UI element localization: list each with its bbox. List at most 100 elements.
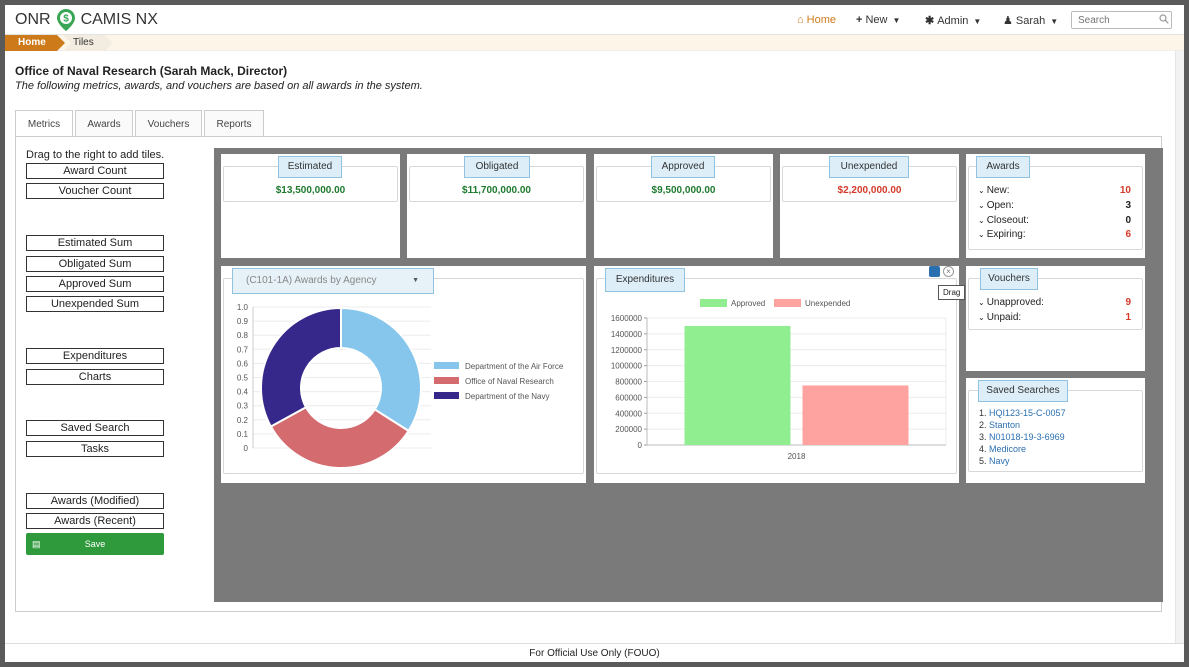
donut-slice [260,306,342,428]
plus-icon: + [856,14,863,26]
page-scrollbar[interactable] [1175,51,1184,643]
expenditures-chart: 1600000 1400000 1200000 1000000 800000 600000… [611,299,947,461]
brand-logo[interactable]: ONR $ CAMIS NX [15,9,158,31]
nav-home[interactable]: ⌂ Home [797,14,836,26]
y-tick-label: 1.0 [237,303,249,312]
legend-label: Unexpended [805,299,850,308]
chevron-down-icon: ⌄ [978,313,985,322]
tile-obligated-label: Obligated [464,156,530,178]
saved-search-link[interactable]: 1. HQI123-15-C-0057 [979,408,1066,418]
palette-saved-search[interactable]: Saved Search [26,420,164,436]
y-tick-label: 0.3 [237,402,249,411]
donut-slice [340,306,422,433]
close-icon[interactable]: × [943,266,954,277]
palette-tasks[interactable]: Tasks [26,441,164,457]
y-tick-label: 0 [638,441,643,450]
caret-down-icon: ▼ [1050,17,1059,26]
breadcrumb-home[interactable]: Home [5,35,65,51]
y-tick-label: 1200000 [611,346,643,355]
tile-vouchers-label: Vouchers [980,268,1038,290]
tile-vouchers[interactable]: Vouchers ⌄ Unapproved: 9 ⌄ Unpaid: 1 [966,266,1145,371]
tile-unexpended-label: Unexpended [829,156,909,178]
stat-row[interactable]: ⌄ New: 10 [978,185,1131,196]
y-tick-label: 600000 [615,393,642,402]
search-input[interactable] [1071,11,1172,29]
palette-awards-recent[interactable]: Awards (Recent) [26,513,164,529]
palette-unexpended-sum[interactable]: Unexpended Sum [26,296,164,312]
tab-awards[interactable]: Awards [75,110,133,137]
floppy-disk-icon: ▤ [32,539,41,549]
stat-row[interactable]: ⌄ Closeout: 0 [978,215,1131,226]
saved-search-link[interactable]: 3. N01018-19-3-6969 [979,432,1065,442]
y-tick-label: 0.7 [237,345,249,354]
tile-saved-label: Saved Searches [978,380,1068,402]
stat-row[interactable]: ⌄ Expiring: 6 [978,229,1131,240]
stat-row[interactable]: ⌄ Unpaid: 1 [978,312,1131,323]
y-tick-label: 400000 [615,409,642,418]
tab-reports[interactable]: Reports [204,110,264,137]
tab-vouchers[interactable]: Vouchers [135,110,202,137]
tile-expenditures[interactable]: Expenditures × Drag 1600000 1400000 120000… [594,266,966,483]
legend-label: Department of the Air Force [465,362,564,371]
tile-unexpended-value: $2,200,000.00 [837,185,902,196]
nav-admin-label: Admin [937,15,969,27]
palette-voucher-count[interactable]: Voucher Count [26,183,164,199]
tile-obligated-value: $11,700,000.00 [462,185,531,196]
saved-search-link[interactable]: 4. Medicore [979,444,1027,454]
stat-row[interactable]: ⌄ Open: 3 [978,200,1131,211]
caret-down-icon: ▼ [973,17,982,26]
agency-chart-select[interactable]: (C101-1A) Awards by Agency ▼ [232,268,434,294]
tab-metrics[interactable]: Metrics [15,110,73,137]
y-tick-label: 0 [244,444,249,453]
palette-estimated-sum[interactable]: Estimated Sum [26,235,164,251]
stat-row[interactable]: ⌄ Unapproved: 9 [978,297,1131,308]
awards-by-agency-chart: 1.0 0.9 0.8 0.7 0.6 0.5 0.4 0.3 0.2 0.1 0 Departmen… [237,303,564,469]
y-tick-label: 1600000 [611,314,643,323]
search-icon [1159,14,1169,24]
palette-hint: Drag to the right to add tiles. [26,149,165,161]
bar [802,385,909,445]
y-tick-label: 0.1 [237,430,249,439]
user-icon: ♟ [1003,15,1013,27]
brand-right: CAMIS NX [80,11,158,28]
legend-swatch [774,299,801,307]
saved-search-link[interactable]: 2. Stanton [979,420,1021,430]
nav-new[interactable]: + New ▼ [856,14,900,26]
x-tick-label: 2018 [788,452,806,461]
palette-award-count[interactable]: Award Count [26,163,164,179]
tile-saved-searches[interactable]: Saved Searches 1. HQI123-15-C-0057 2. St… [966,378,1145,483]
nav-admin[interactable]: ✱ Admin ▼ [925,14,981,27]
palette-expenditures[interactable]: Expenditures [26,348,164,364]
palette-obligated-sum[interactable]: Obligated Sum [26,256,164,272]
palette-awards-modified[interactable]: Awards (Modified) [26,493,164,509]
saved-search-link[interactable]: 5. Navy [979,456,1010,466]
save-button[interactable]: ▤ Save [26,533,164,555]
drag-handle-icon[interactable] [929,266,940,277]
tile-approved-value: $9,500,000.00 [651,185,716,196]
y-tick-label: 800000 [615,378,642,387]
y-tick-label: 200000 [615,425,642,434]
caret-down-icon: ▼ [412,277,419,284]
save-label: Save [84,539,106,549]
nav-user[interactable]: ♟ Sarah ▼ [1003,14,1058,27]
tile-expenditures-label: Expenditures [605,268,685,292]
palette-charts[interactable]: Charts [26,369,164,385]
tile-approved[interactable]: Approved $9,500,000.00 [594,154,773,258]
tile-unexpended[interactable]: Unexpended $2,200,000.00 [780,154,959,258]
agency-select-value: (C101-1A) Awards by Agency [246,275,377,286]
nav-user-label: Sarah [1015,15,1046,27]
brand-left: ONR [15,11,51,28]
y-tick-label: 0.9 [237,317,249,326]
donut-slice [269,405,410,469]
y-tick-label: 1000000 [611,362,643,371]
nav-home-label: Home [806,14,836,26]
bar [684,325,791,445]
drag-tooltip: Drag [938,285,966,300]
tile-obligated[interactable]: Obligated $11,700,000.00 [407,154,586,258]
top-navbar: ONR $ CAMIS NX ⌂ Home + New ▼ ✱ Admin ▼ ♟ Sara… [5,5,1184,35]
palette-approved-sum[interactable]: Approved Sum [26,276,164,292]
tile-estimated[interactable]: Estimated $13,500,000.00 [221,154,400,258]
tile-awards[interactable]: Awards ⌄ New: 10 ⌄ Open: 3 ⌄ Closeout: 0 ⌄ Expi… [966,154,1145,258]
tile-awards-by-agency[interactable]: (C101-1A) Awards by Agency ▼ 1.0 0.9 0.8 0.… [221,266,586,483]
y-tick-label: 0.6 [237,359,249,368]
